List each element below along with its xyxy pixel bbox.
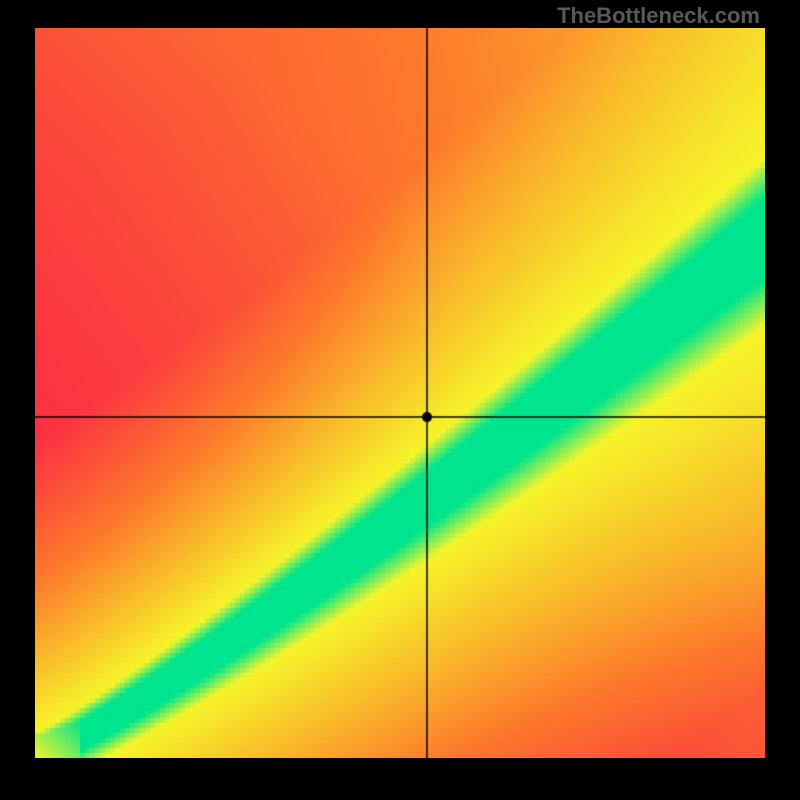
watermark: TheBottleneck.com: [557, 3, 760, 29]
heatmap-plot: [35, 28, 765, 758]
heatmap-canvas: [35, 28, 765, 758]
